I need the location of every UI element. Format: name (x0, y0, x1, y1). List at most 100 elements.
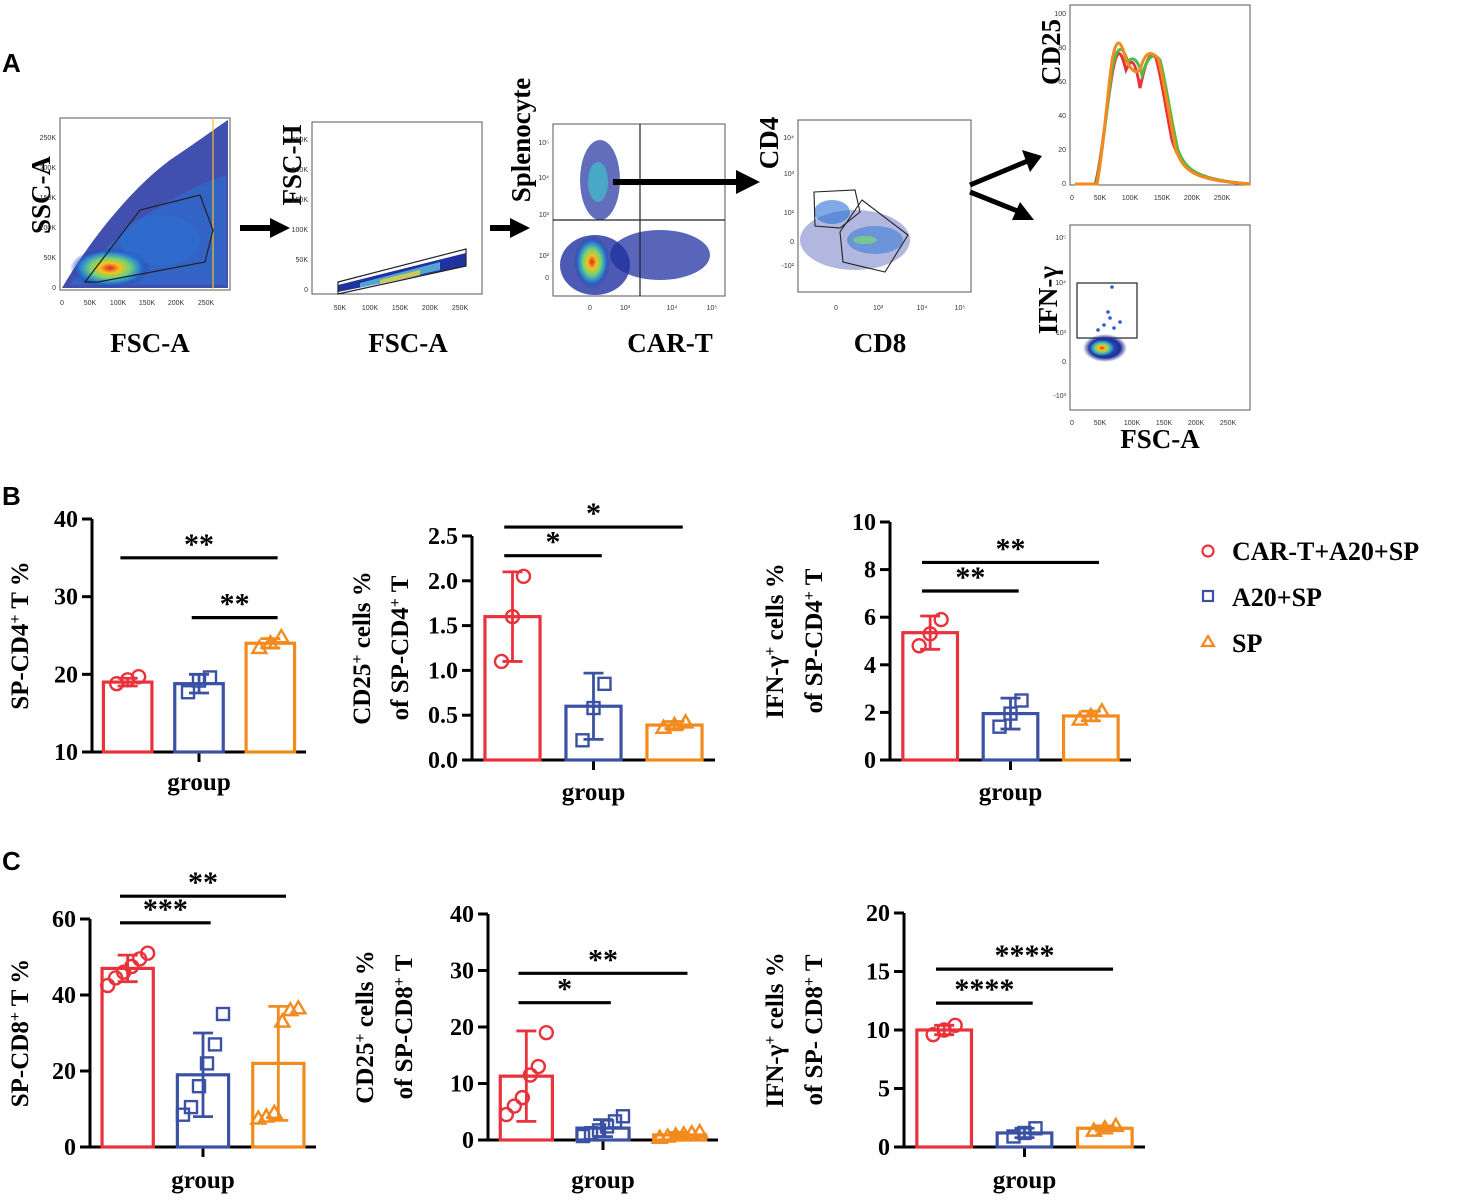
y-tick-label: 8 (864, 558, 876, 584)
flow-p5-xtick: 200K (1184, 195, 1201, 202)
y-tick-label: 30 (450, 959, 474, 985)
gating-arrow (613, 170, 760, 194)
flow-p5-ytick: 60 (1058, 79, 1066, 86)
y-tick-label: 10 (852, 510, 876, 536)
chart-b2: 0.0 0.5 1.0 1.5 2.0 2.5 group CD25+ cells % of S… (349, 497, 715, 806)
branch-arrows (969, 150, 1042, 220)
y-axis-label-line2: of SP-CD8+ T (391, 954, 419, 1099)
significance-label: * (557, 973, 572, 1006)
flow-p2-xtick: 150K (392, 305, 409, 312)
data-point (207, 1037, 223, 1052)
data-point (1070, 710, 1089, 726)
flow-p3-ytick: 10³ (539, 212, 550, 219)
data-point (183, 1099, 199, 1115)
flow-p5-ytick: 80 (1058, 45, 1066, 52)
y-tick-label: 0.5 (428, 703, 458, 729)
flow-p3-ytick: 10⁴ (538, 175, 549, 182)
flow-p2-ylabel: FSC-H (277, 125, 307, 206)
flow-p6-ytick: 10⁵ (1055, 235, 1066, 242)
data-point (1095, 1118, 1114, 1135)
flow-p6-ytick: 10³ (1056, 330, 1067, 337)
data-point (575, 1128, 591, 1144)
flow-p6-xtick: 50K (1094, 420, 1107, 427)
flow-plot-6: IFN-γ FSC-A 0 50K 100K 150K 200K 250K -1… (1033, 224, 1251, 454)
y-tick-label: 2.0 (428, 569, 458, 595)
legend-label-3: SP (1232, 629, 1262, 658)
data-point (272, 627, 291, 644)
flow-p6-xlabel: FSC-A (1120, 424, 1200, 454)
data-point (130, 668, 147, 685)
panel-b-letter: B (2, 481, 21, 511)
y-tick-label: 0 (864, 748, 876, 774)
flow-p6-ytick: 10⁴ (1055, 280, 1066, 287)
y-tick-label: 20 (866, 901, 890, 927)
flow-p4-ytick: 0 (790, 239, 794, 246)
flow-p4-ytick: -10² (782, 263, 795, 270)
y-tick-label: 40 (54, 507, 78, 533)
flow-plot-4: CD4 CD8 0 10³ 10⁴ 10⁵ -10² 0 10² 10³ 10⁴ (754, 117, 972, 358)
flow-p3-xtick: 0 (588, 305, 592, 312)
flow-p1-ylabel: SSC-A (26, 155, 56, 234)
flow-p4-xtick: 10⁵ (955, 305, 966, 312)
flow-p6-ytick: -10³ (1054, 393, 1067, 400)
flow-p1-xtick: 0 (60, 300, 64, 307)
flow-p1-xtick: 250K (198, 300, 215, 307)
y-tick-label: 0.0 (428, 748, 458, 774)
y-tick-label: 0 (64, 1135, 76, 1161)
significance-label: ** (184, 528, 214, 561)
flow-p2-ytick: 100K (292, 227, 309, 234)
significance-label: ** (188, 866, 218, 899)
y-tick-label: 5 (878, 1077, 890, 1103)
flow-p6-xtick: 150K (1156, 420, 1173, 427)
flow-p1-ytick: 100K (40, 225, 57, 232)
flow-p2-ytick: 150K (292, 197, 309, 204)
bar (901, 631, 960, 762)
significance-label: **** (954, 973, 1014, 1006)
data-point (265, 1103, 284, 1120)
flow-p2-xtick: 250K (452, 305, 469, 312)
flow-p1-xtick: 150K (139, 300, 156, 307)
data-point (690, 1122, 709, 1139)
flow-p2-ytick: 250K (292, 137, 309, 144)
flow-p4-xtick: 10⁴ (917, 305, 928, 312)
y-tick-label: 20 (54, 662, 78, 688)
y-tick-label: 1.0 (428, 658, 458, 684)
data-point (273, 1012, 292, 1028)
flow-plot-1: SSC-A FSC-A 0 50K 100K 150K 200K 250K 0 … (26, 117, 231, 358)
data-point (99, 977, 116, 994)
data-point (665, 715, 684, 732)
flow-p6-xtick: 100K (1124, 420, 1141, 427)
flow-p1-ytick: 0 (52, 285, 56, 292)
y-tick-label: 10 (450, 1072, 474, 1098)
bar (101, 680, 154, 754)
flow-p5-xtick: 250K (1214, 195, 1231, 202)
data-point (506, 1098, 523, 1114)
y-tick-label: 2.5 (428, 524, 458, 550)
flow-p4-ylabel: CD4 (754, 117, 784, 170)
y-tick-label: 6 (864, 605, 876, 631)
data-point (199, 1056, 215, 1071)
y-tick-label: 2 (864, 700, 876, 726)
flow-p3-xtick: 10⁴ (667, 305, 678, 312)
y-axis-label: SP-CD4+ T % (7, 561, 35, 710)
panel-c-letter: C (2, 846, 21, 876)
significance-label: *** (143, 893, 188, 926)
flow-p2-xtick: 200K (422, 305, 439, 312)
data-point (123, 958, 140, 975)
data-point (504, 608, 521, 625)
flow-p1-ytick: 150K (40, 195, 57, 202)
bar (1061, 714, 1120, 762)
flow-p5-ylabel: CD25 (1036, 19, 1066, 85)
data-point (180, 684, 196, 700)
data-point (289, 998, 308, 1015)
chart-c3: 0 5 10 15 20 group IFN-γ+ cells % of SP- CD8+ T… (762, 901, 1145, 1194)
panel-a-letter: A (2, 48, 21, 78)
flow-p5-ytick: 40 (1058, 113, 1066, 120)
y-tick-label: 10 (866, 1018, 890, 1044)
y-tick-label: 40 (450, 902, 474, 928)
flow-p4-ytick: 10³ (784, 171, 795, 178)
flow-p3-ylabel: Splenocyte (506, 78, 536, 203)
data-point (591, 1123, 607, 1138)
data-point (1084, 1121, 1103, 1137)
